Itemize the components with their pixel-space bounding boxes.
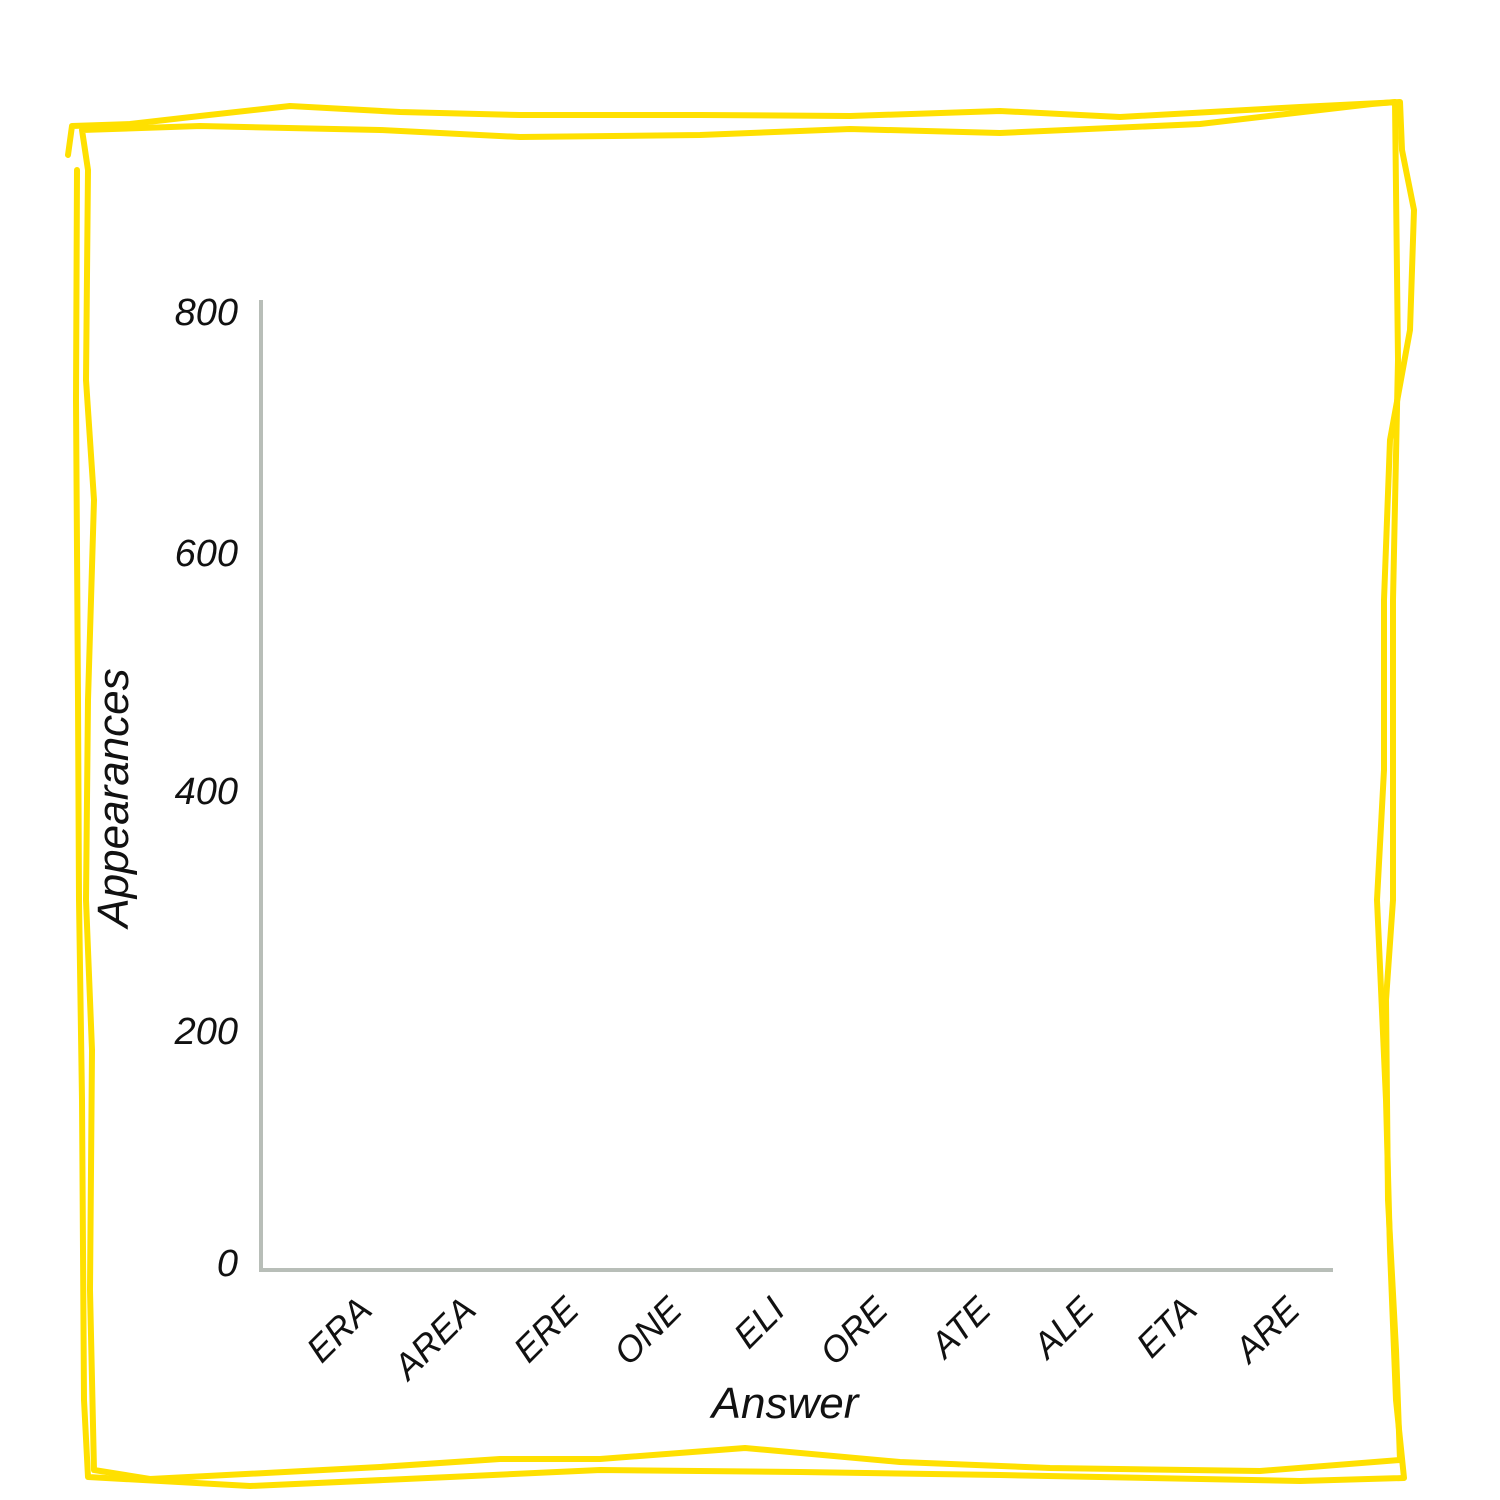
x-tick-label: ETA	[1128, 1289, 1205, 1366]
y-tick-label: 200	[174, 1011, 238, 1053]
y-tick-label: 600	[175, 533, 238, 575]
x-tick-labels: ERA AREA ERE ONE ELI ORE ATE ALE ETA ARE	[298, 1288, 1308, 1388]
y-axis-title: Appearances	[89, 668, 138, 930]
x-tick-label: ERA	[298, 1289, 379, 1370]
x-axis-title: Answer	[709, 1379, 861, 1428]
x-tick-label: ALE	[1023, 1288, 1102, 1367]
x-tick-label: ORE	[812, 1288, 897, 1373]
y-tick-label: 0	[217, 1243, 238, 1285]
x-tick-label: ARE	[1225, 1288, 1308, 1371]
x-tick-label: ERE	[505, 1288, 587, 1370]
y-tick-label: 400	[175, 771, 238, 813]
x-tick-label: ATE	[921, 1288, 1000, 1367]
y-tick-label: 800	[175, 292, 238, 334]
y-tick-labels: 0 200 400 600 800	[174, 292, 238, 1285]
x-tick-label: ELI	[725, 1289, 792, 1356]
x-tick-label: ONE	[606, 1288, 691, 1373]
hand-drawn-frame	[65, 99, 1417, 1489]
x-tick-label: AREA	[384, 1289, 484, 1389]
